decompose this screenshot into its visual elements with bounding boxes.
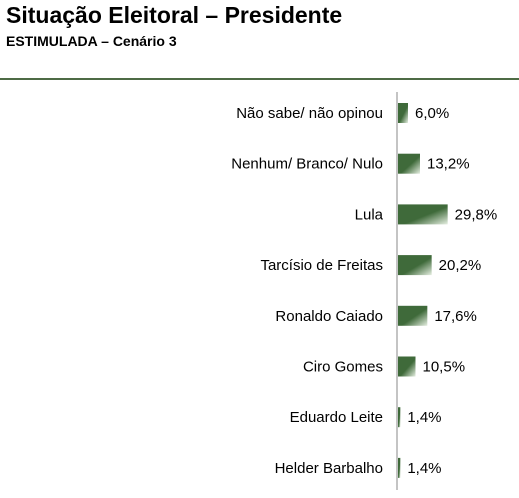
data-label: 6,0% <box>415 105 449 122</box>
chart-subtitle: ESTIMULADA – Cenário 3 <box>6 33 177 49</box>
data-label: 17,6% <box>434 308 477 325</box>
bar <box>398 153 420 174</box>
bar <box>398 204 448 225</box>
data-label: 20,2% <box>439 257 482 274</box>
bar <box>398 356 416 377</box>
bar <box>398 407 401 428</box>
category-label: Helder Barbalho <box>275 460 383 477</box>
category-label: Tarcísio de Freitas <box>260 257 383 274</box>
data-label: 10,5% <box>423 359 466 376</box>
data-label: 1,4% <box>407 460 441 477</box>
bar <box>398 457 401 478</box>
chart-title: Situação Eleitoral – Presidente <box>6 2 343 28</box>
category-label: Lula <box>355 206 384 223</box>
category-label: Ciro Gomes <box>303 359 383 376</box>
bar <box>398 305 428 326</box>
data-label: 29,8% <box>455 206 498 223</box>
data-label: 1,4% <box>407 409 441 426</box>
header-divider <box>0 78 519 80</box>
category-label: Eduardo Leite <box>290 409 383 426</box>
category-label: Ronaldo Caiado <box>275 308 383 325</box>
category-label: Não sabe/ não opinou <box>236 105 383 122</box>
bar <box>398 103 408 123</box>
bar <box>398 255 432 276</box>
category-label: Nenhum/ Branco/ Nulo <box>231 156 383 173</box>
data-label: 13,2% <box>427 156 470 173</box>
